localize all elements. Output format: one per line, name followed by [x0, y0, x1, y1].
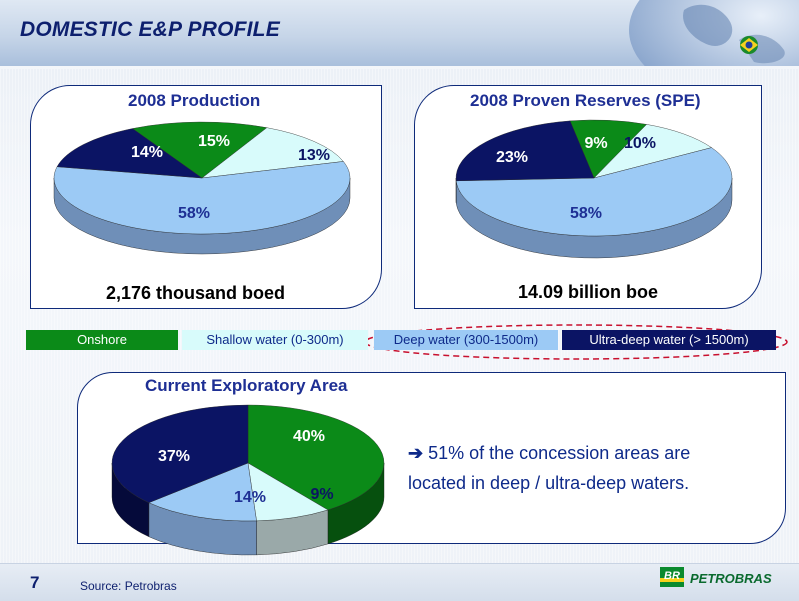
- pie-label-deep: 58%: [570, 205, 602, 222]
- reserves-title: 2008 Proven Reserves (SPE): [470, 91, 701, 111]
- source-note: Source: Petrobras: [80, 579, 177, 593]
- pie-label-ultra-deep: 23%: [496, 149, 528, 166]
- pie-label-ultra-deep: 14%: [131, 144, 163, 161]
- concession-note: ➔ 51% of the concession areas are locate…: [408, 438, 690, 498]
- production-total-label: 2,176 thousand boed: [106, 283, 285, 304]
- legend-ultra: Ultra-deep water (> 1500m): [562, 330, 776, 350]
- pie-label-deep: 14%: [234, 489, 266, 506]
- production-pie-chart: 15% 13% 58% 14%: [52, 112, 357, 252]
- note-line-1: 51% of the concession areas are: [428, 443, 690, 463]
- pie-label-onshore: 40%: [293, 428, 325, 445]
- legend-onshore: Onshore: [26, 330, 178, 350]
- exploratory-pie-chart: 40% 9% 14% 37%: [112, 395, 397, 545]
- exploratory-title: Current Exploratory Area: [145, 376, 347, 396]
- pie-label-onshore: 9%: [584, 135, 607, 152]
- slide-header: DOMESTIC E&P PROFILE: [0, 0, 799, 69]
- pie-label-shallow: 10%: [624, 135, 656, 152]
- production-title: 2008 Production: [128, 91, 260, 111]
- page-number: 7: [30, 573, 39, 593]
- note-line-2: located in deep / ultra-deep waters.: [408, 468, 690, 498]
- logo-wordmark: PETROBRAS: [690, 571, 772, 586]
- logo-badge-text: BR: [664, 570, 680, 582]
- arrow-right-icon: ➔: [408, 443, 423, 463]
- globe-graphic: [589, 0, 799, 66]
- petrobras-logo: BR PETROBRAS: [660, 565, 790, 591]
- pie-label-ultra-deep: 37%: [158, 448, 190, 465]
- reserves-total-label: 14.09 billion boe: [518, 282, 658, 303]
- pie-label-shallow: 9%: [310, 486, 333, 503]
- page-title: DOMESTIC E&P PROFILE: [20, 18, 280, 42]
- legend-deep: Deep water (300-1500m): [374, 330, 558, 350]
- pie-label-deep: 58%: [178, 205, 210, 222]
- reserves-pie-chart: 9% 10% 58% 23%: [452, 112, 742, 252]
- pie-label-shallow: 13%: [298, 147, 330, 164]
- legend-shallow: Shallow water (0-300m): [182, 330, 368, 350]
- pie-label-onshore: 15%: [198, 133, 230, 150]
